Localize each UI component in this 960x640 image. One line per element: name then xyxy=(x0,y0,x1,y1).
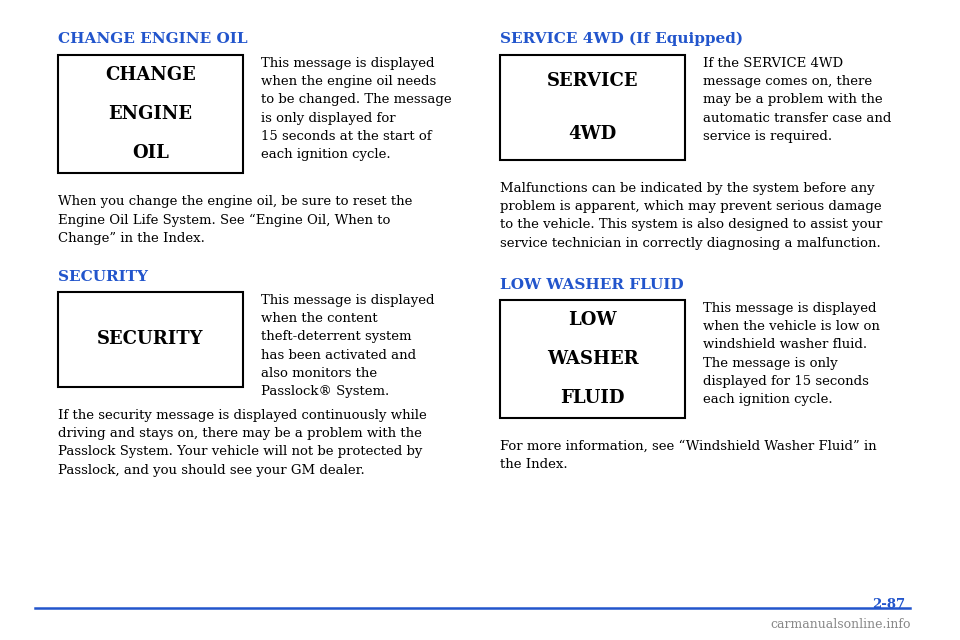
Text: If the security message is displayed continuously while
driving and stays on, th: If the security message is displayed con… xyxy=(58,409,427,477)
Bar xyxy=(500,55,685,160)
Text: CHANGE ENGINE OIL: CHANGE ENGINE OIL xyxy=(58,32,248,46)
Text: LOW: LOW xyxy=(568,310,616,329)
Text: OIL: OIL xyxy=(132,145,169,163)
Bar xyxy=(500,300,685,418)
Text: If the SERVICE 4WD
message comes on, there
may be a problem with the
automatic t: If the SERVICE 4WD message comes on, the… xyxy=(703,57,892,143)
Bar xyxy=(58,292,243,387)
Text: SECURITY: SECURITY xyxy=(58,270,148,284)
Text: Malfunctions can be indicated by the system before any
problem is apparent, whic: Malfunctions can be indicated by the sys… xyxy=(500,182,882,250)
Text: SERVICE: SERVICE xyxy=(547,72,638,90)
Text: 2-87: 2-87 xyxy=(872,598,905,611)
Text: carmanualsonline.info: carmanualsonline.info xyxy=(770,618,910,631)
Text: SERVICE 4WD (If Equipped): SERVICE 4WD (If Equipped) xyxy=(500,32,743,46)
Text: SECURITY: SECURITY xyxy=(97,330,204,349)
Text: This message is displayed
when the content
theft-deterrent system
has been activ: This message is displayed when the conte… xyxy=(261,294,435,398)
Text: ENGINE: ENGINE xyxy=(108,105,193,123)
Text: 4WD: 4WD xyxy=(568,125,616,143)
Text: This message is displayed
when the vehicle is low on
windshield washer fluid.
Th: This message is displayed when the vehic… xyxy=(703,302,880,406)
Text: LOW WASHER FLUID: LOW WASHER FLUID xyxy=(500,278,684,292)
Text: For more information, see “Windshield Washer Fluid” in
the Index.: For more information, see “Windshield Wa… xyxy=(500,440,876,471)
Text: WASHER: WASHER xyxy=(546,350,638,368)
Text: This message is displayed
when the engine oil needs
to be changed. The message
i: This message is displayed when the engin… xyxy=(261,57,451,161)
Text: FLUID: FLUID xyxy=(561,389,625,407)
Text: When you change the engine oil, be sure to reset the
Engine Oil Life System. See: When you change the engine oil, be sure … xyxy=(58,195,413,244)
Text: CHANGE: CHANGE xyxy=(106,66,196,84)
Bar xyxy=(58,55,243,173)
